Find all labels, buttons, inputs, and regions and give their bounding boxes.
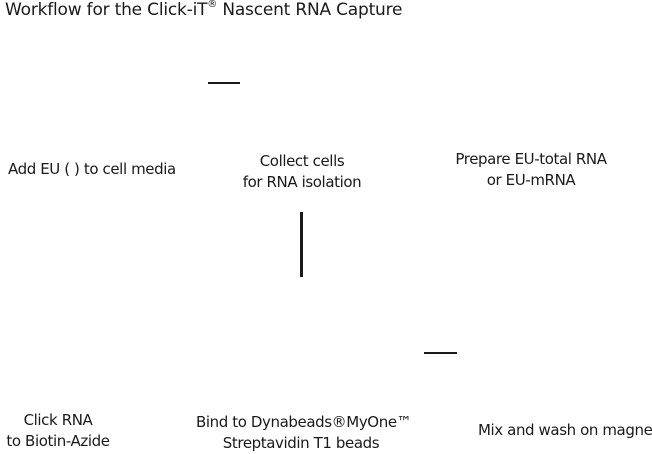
connector-line-bottom	[424, 352, 457, 354]
title-suffix: Nascent RNA Capture	[217, 0, 403, 20]
step-label-line: to Biotin-Azide	[6, 432, 110, 450]
title-registered-mark: ®	[207, 0, 218, 11]
step-mix-wash: Mix and wash on magnet	[478, 420, 652, 441]
title-text: Workflow for the Click-iT	[5, 0, 208, 20]
step-collect-cells: Collect cells for RNA isolation	[230, 151, 374, 193]
step-prepare-rna: Prepare EU-total RNA or EU-mRNA	[444, 149, 618, 191]
connector-line-top	[208, 82, 240, 84]
step-label-line: Bind to Dynabeads®MyOne™	[196, 413, 412, 431]
step-bind-dynabeads: Bind to Dynabeads®MyOne™ Streptavidin T1…	[196, 412, 412, 454]
step-label-line: for RNA isolation	[242, 173, 362, 191]
connector-line-vertical	[300, 212, 303, 277]
step-label-line: Click RNA	[23, 411, 93, 429]
step-label-line: Collect cells	[259, 152, 345, 170]
step-add-eu: Add EU ( ) to cell media	[8, 159, 176, 180]
step-label-line: or EU-mRNA	[486, 171, 576, 189]
step-label-line: Prepare EU-total RNA	[455, 150, 607, 168]
step-label-line: Streptavidin T1 beads	[222, 434, 380, 452]
diagram-title: Workflow for the Click-iT® Nascent RNA C…	[5, 0, 403, 20]
step-click-rna: Click RNA to Biotin-Azide	[4, 410, 112, 452]
step-label-line: Mix and wash on magnet	[478, 421, 652, 439]
step-label-line: Add EU ( ) to cell media	[8, 160, 176, 178]
